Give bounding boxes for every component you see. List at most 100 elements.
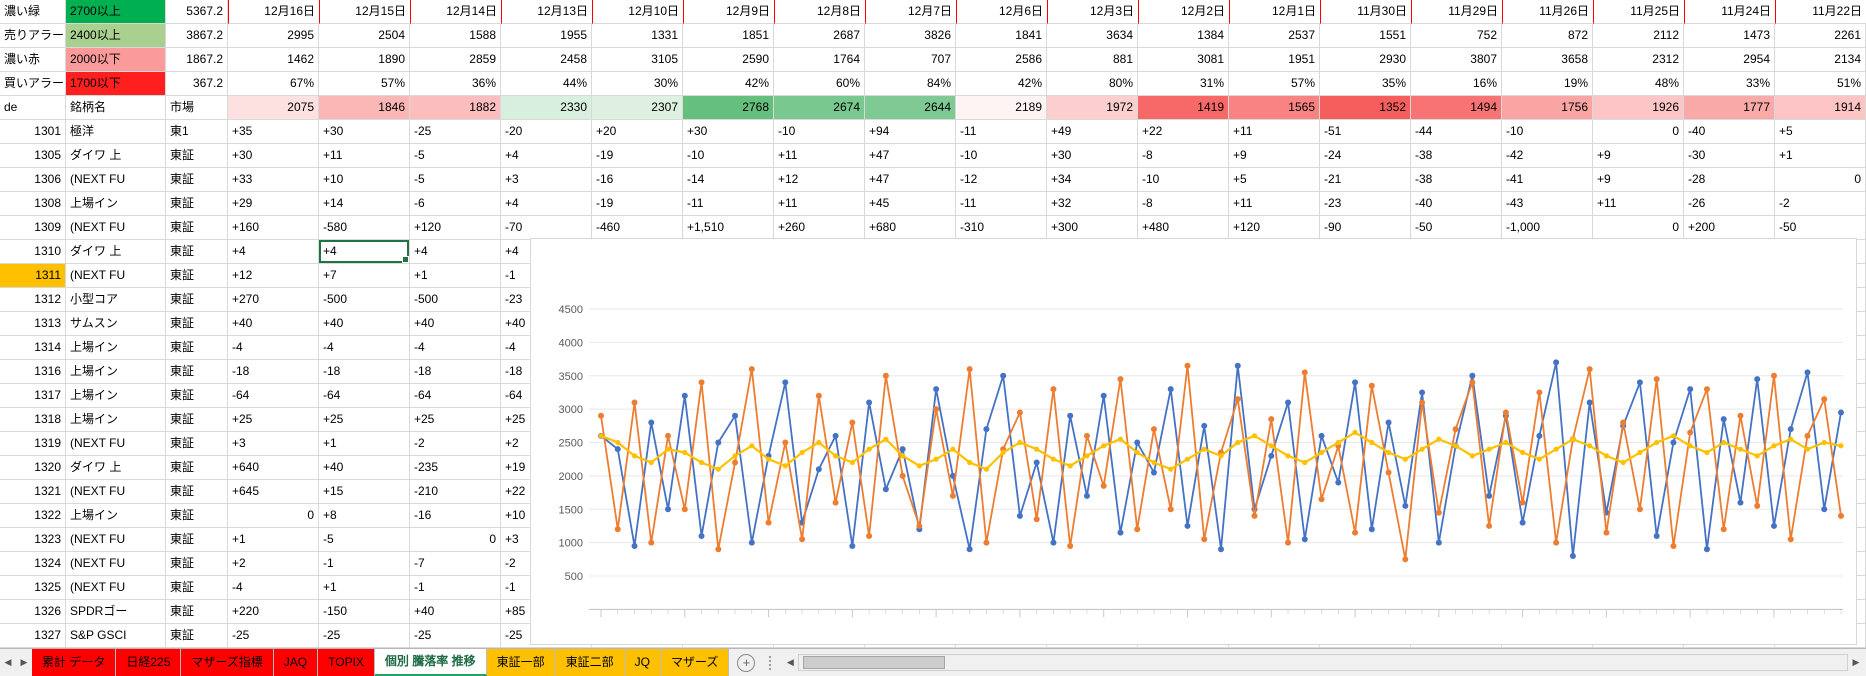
value-cell[interactable]: +25 bbox=[410, 408, 501, 432]
stock-market[interactable]: 東証 bbox=[166, 216, 228, 240]
legend-label[interactable]: 濃い赤 bbox=[0, 48, 66, 72]
value-cell[interactable]: +40 bbox=[319, 312, 410, 336]
value-cell[interactable]: -10 bbox=[683, 144, 774, 168]
tab-scroll-splitter[interactable] bbox=[769, 655, 776, 670]
sheet-nav-prev-button[interactable]: ◀ bbox=[4, 657, 12, 667]
index-cell[interactable]: 2768 bbox=[683, 96, 774, 120]
date-header[interactable]: 12月3日 bbox=[1047, 0, 1138, 24]
value-cell[interactable]: +200 bbox=[1684, 216, 1775, 240]
date-header[interactable]: 12月6日 bbox=[956, 0, 1047, 24]
value-cell[interactable]: -5 bbox=[410, 168, 501, 192]
sheet-tab[interactable]: 日経225 bbox=[116, 649, 182, 676]
stock-code[interactable]: 1327 bbox=[0, 624, 66, 648]
index-cell[interactable]: 1972 bbox=[1047, 96, 1138, 120]
value-cell[interactable]: -14 bbox=[683, 168, 774, 192]
summary-cell[interactable]: 2954 bbox=[1684, 48, 1775, 72]
value-cell[interactable]: -8 bbox=[1138, 192, 1229, 216]
value-cell[interactable]: -40 bbox=[1684, 120, 1775, 144]
stock-market[interactable]: 東証 bbox=[166, 264, 228, 288]
value-cell[interactable]: -210 bbox=[410, 480, 501, 504]
stock-market[interactable]: 東証 bbox=[166, 336, 228, 360]
scroll-right-button[interactable]: ▶ bbox=[1852, 657, 1860, 667]
value-cell[interactable]: -21 bbox=[1320, 168, 1411, 192]
value-cell[interactable]: -460 bbox=[592, 216, 683, 240]
summary-cell[interactable]: 2537 bbox=[1229, 24, 1320, 48]
add-sheet-button[interactable]: + bbox=[737, 653, 756, 672]
value-cell[interactable]: -10 bbox=[1502, 120, 1593, 144]
stock-code[interactable]: 1322 bbox=[0, 504, 66, 528]
sheet-tab[interactable]: JAQ bbox=[273, 649, 319, 676]
stock-code[interactable]: 1318 bbox=[0, 408, 66, 432]
value-cell[interactable]: +40 bbox=[410, 312, 501, 336]
value-cell[interactable]: -64 bbox=[410, 384, 501, 408]
value-cell[interactable]: +30 bbox=[319, 120, 410, 144]
date-header[interactable]: 12月7日 bbox=[865, 0, 956, 24]
date-header[interactable]: 11月29日 bbox=[1411, 0, 1502, 24]
value-cell[interactable]: +645 bbox=[228, 480, 319, 504]
value-cell[interactable]: -70 bbox=[501, 216, 592, 240]
value-cell[interactable]: -10 bbox=[774, 120, 865, 144]
summary-cell[interactable]: 1951 bbox=[1229, 48, 1320, 72]
percent-cell[interactable]: 57% bbox=[319, 72, 410, 96]
value-cell[interactable]: -500 bbox=[319, 288, 410, 312]
summary-cell[interactable]: 1841 bbox=[956, 24, 1047, 48]
summary-cell[interactable]: 1890 bbox=[319, 48, 410, 72]
percent-cell[interactable]: 16% bbox=[1411, 72, 1502, 96]
legend-threshold[interactable]: 2000以下 bbox=[66, 48, 166, 72]
value-cell[interactable]: -1 bbox=[410, 576, 501, 600]
summary-cell[interactable]: 872 bbox=[1502, 24, 1593, 48]
value-cell[interactable]: +40 bbox=[410, 600, 501, 624]
summary-cell[interactable]: 1384 bbox=[1138, 24, 1229, 48]
stock-code[interactable]: 1301 bbox=[0, 120, 66, 144]
stock-market[interactable]: 東証 bbox=[166, 168, 228, 192]
value-cell[interactable]: -12 bbox=[956, 168, 1047, 192]
value-cell[interactable]: -38 bbox=[1411, 168, 1502, 192]
value-cell[interactable]: +4 bbox=[501, 192, 592, 216]
value-cell[interactable]: +7 bbox=[319, 264, 410, 288]
value-cell[interactable]: -25 bbox=[410, 120, 501, 144]
value-cell[interactable]: +220 bbox=[228, 600, 319, 624]
stock-market[interactable]: 東証 bbox=[166, 456, 228, 480]
percent-cell[interactable]: 80% bbox=[1047, 72, 1138, 96]
sheet-tab[interactable]: マザーズ bbox=[660, 649, 730, 676]
stock-name[interactable]: (NEXT FU bbox=[66, 552, 166, 576]
value-cell[interactable]: +12 bbox=[228, 264, 319, 288]
percent-cell[interactable]: 51% bbox=[1775, 72, 1866, 96]
value-cell[interactable]: -1 bbox=[319, 552, 410, 576]
value-cell[interactable]: 0 bbox=[410, 528, 501, 552]
percent-cell[interactable]: 84% bbox=[865, 72, 956, 96]
summary-cell[interactable]: 1955 bbox=[501, 24, 592, 48]
date-header[interactable]: 12月13日 bbox=[501, 0, 592, 24]
percent-cell[interactable]: 42% bbox=[956, 72, 1047, 96]
value-cell[interactable]: +260 bbox=[774, 216, 865, 240]
legend-value[interactable]: 5367.2 bbox=[166, 0, 228, 24]
index-cell[interactable]: 2674 bbox=[774, 96, 865, 120]
legend-threshold[interactable]: 2400以上 bbox=[66, 24, 166, 48]
index-cell[interactable]: 1352 bbox=[1320, 96, 1411, 120]
sheet-tab[interactable]: マザーズ指標 bbox=[181, 649, 274, 676]
value-cell[interactable]: -10 bbox=[1138, 168, 1229, 192]
value-cell[interactable]: -30 bbox=[1684, 144, 1775, 168]
date-header[interactable]: 11月25日 bbox=[1593, 0, 1684, 24]
value-cell[interactable]: -1,000 bbox=[1502, 216, 1593, 240]
value-cell[interactable]: -11 bbox=[956, 120, 1047, 144]
value-cell[interactable]: +29 bbox=[228, 192, 319, 216]
percent-cell[interactable]: 33% bbox=[1684, 72, 1775, 96]
sheet-nav-next-button[interactable]: ▶ bbox=[20, 657, 28, 667]
value-cell[interactable]: +4 bbox=[501, 144, 592, 168]
stock-code[interactable]: 1311 bbox=[0, 264, 66, 288]
date-header[interactable]: 11月22日 bbox=[1775, 0, 1866, 24]
value-cell[interactable]: +25 bbox=[228, 408, 319, 432]
value-cell[interactable]: +4 bbox=[319, 240, 410, 264]
legend-value[interactable]: 3867.2 bbox=[166, 24, 228, 48]
summary-cell[interactable]: 2504 bbox=[319, 24, 410, 48]
value-cell[interactable]: -19 bbox=[592, 144, 683, 168]
stock-code[interactable]: 1320 bbox=[0, 456, 66, 480]
summary-cell[interactable]: 2312 bbox=[1593, 48, 1684, 72]
stock-code[interactable]: 1309 bbox=[0, 216, 66, 240]
value-cell[interactable]: +35 bbox=[228, 120, 319, 144]
stock-code[interactable]: 1306 bbox=[0, 168, 66, 192]
value-cell[interactable]: -4 bbox=[319, 336, 410, 360]
value-cell[interactable]: +1 bbox=[1775, 144, 1866, 168]
summary-cell[interactable]: 3826 bbox=[865, 24, 956, 48]
